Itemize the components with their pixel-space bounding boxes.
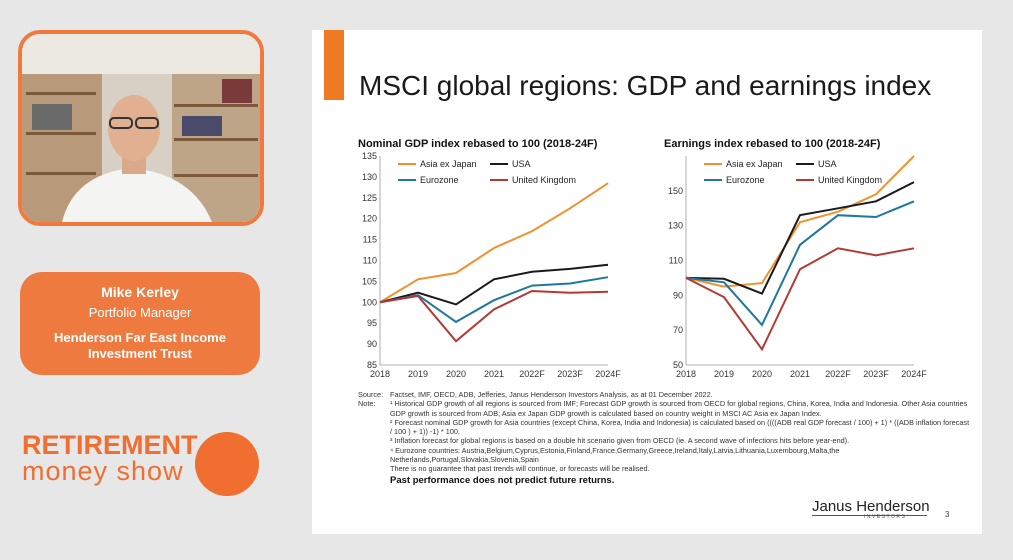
chart1-x-tick-label: 2021 — [790, 369, 810, 379]
chart0-x-tick-label: 2021 — [484, 369, 504, 379]
chart0-series-united-kingdom — [379, 289, 609, 343]
chart0-legend-label: Eurozone — [420, 175, 459, 185]
gdp-chart-plot: 85 90 95 100 105 110 115 120 125 130 135 2018 2019 20… — [362, 151, 621, 379]
chart1-x-tick-label: 2020 — [752, 369, 772, 379]
slide-title: MSCI global regions: GDP and earnings in… — [359, 70, 932, 101]
chart0-x-tick-label: 2023F — [557, 369, 583, 379]
brand-logo: Janus Henderson INVESTORS — [812, 498, 930, 520]
chart1-legend-label: United Kingdom — [818, 175, 882, 185]
brand-underline — [812, 515, 927, 516]
note-1: ¹ Historical GDP growth of all regions i… — [390, 399, 968, 418]
chart1-y-tick-label: 90 — [673, 290, 683, 300]
note-2: ² Forecast nominal GDP growth for Asia c… — [390, 417, 970, 437]
chart1-legend-label: Asia ex Japan — [726, 159, 783, 169]
chart0-y-tick-label: 115 — [363, 235, 377, 245]
chart0-x-tick-label: 2020 — [446, 369, 466, 379]
earnings-chart-title: Earnings index rebased to 100 (2018-24F) — [664, 138, 881, 150]
chart0-x-tick-label: 2024F — [595, 369, 621, 379]
chart0-x-tick-label: 2022F — [519, 369, 545, 379]
performance-disclaimer: Past performance does not predict future… — [390, 474, 615, 486]
logo-line-2: money show — [22, 456, 184, 486]
source-label: Source: — [358, 390, 384, 399]
note-3: ³ Inflation forecast for global regions … — [390, 436, 850, 446]
presenter-name: Mike Kerley — [101, 284, 179, 300]
chart0-legend-label: USA — [512, 159, 531, 169]
chart1-legend-label: Eurozone — [726, 175, 765, 185]
chart1-x-tick-label: 2022F — [825, 369, 851, 379]
chart1-x-tick-label: 2023F — [863, 369, 889, 379]
chart1-y-tick-label: 70 — [673, 325, 683, 335]
logo-line-1: RETIREMENT — [22, 430, 198, 460]
note-5: There is no guarantee that past trends w… — [390, 464, 650, 474]
chart1-y-tick-label: 150 — [668, 186, 683, 196]
brand-sub: INVESTORS — [864, 514, 907, 520]
slide: MSCI global regions: GDP and earnings in… — [312, 30, 982, 534]
page-number: 3 — [945, 510, 950, 519]
chart1-x-tick-label: 2019 — [714, 369, 734, 379]
chart0-series-eurozone — [379, 276, 609, 324]
earnings-chart-plot: 50 70 90 110 130 150 2018 2019 2020 2021 2022F 2023… — [668, 155, 927, 379]
chart0-y-tick-label: 135 — [362, 151, 377, 161]
chart0-y-tick-label: 110 — [363, 256, 377, 266]
chart1-series-asia-ex-japan — [685, 155, 915, 288]
chart0-y-tick-label: 125 — [362, 193, 377, 203]
chart0-legend-label: United Kingdom — [512, 175, 576, 185]
chart0-y-tick-label: 95 — [367, 318, 377, 328]
note-4: ⁴ Eurozone countries: Austria,Belgium,Cy… — [390, 445, 840, 465]
chart1-y-tick-label: 130 — [668, 221, 683, 231]
chart0-y-tick-label: 130 — [362, 172, 377, 182]
chart0-y-tick-label: 85 — [367, 360, 377, 370]
gdp-chart: Nominal GDP index rebased to 100 (2018-2… — [358, 138, 633, 388]
presenter-video — [18, 30, 264, 226]
chart1-series-eurozone — [685, 200, 915, 327]
chart0-series-usa — [379, 263, 609, 306]
presenter-name-card: Mike Kerley Portfolio Manager Henderson … — [20, 272, 260, 375]
chart0-y-tick-label: 100 — [362, 297, 377, 307]
chart1-series-united-kingdom — [685, 247, 915, 352]
chart0-y-tick-label: 105 — [362, 276, 377, 286]
brand-name: Janus Henderson — [812, 498, 930, 515]
earnings-chart: Earnings index rebased to 100 (2018-24F)… — [664, 138, 939, 388]
chart1-x-tick-label: 2024F — [901, 369, 927, 379]
chart1-x-tick-label: 2018 — [676, 369, 696, 379]
show-logo: RETIREMENT money show — [22, 428, 262, 508]
logo-circle — [195, 432, 259, 496]
presenter-organization: Henderson Far East Income Investment Tru… — [54, 330, 226, 361]
chart1-series-usa — [685, 181, 915, 295]
gdp-chart-title: Nominal GDP index rebased to 100 (2018-2… — [358, 138, 598, 150]
chart0-series-asia-ex-japan — [379, 182, 609, 304]
chart0-legend-label: Asia ex Japan — [420, 159, 477, 169]
chart0-y-tick-label: 120 — [362, 214, 377, 224]
chart1-y-tick-label: 50 — [673, 360, 683, 370]
chart1-legend-label: USA — [818, 159, 837, 169]
source-text: Factset, IMF, OECD, ADB, Jefferies, Janu… — [390, 390, 713, 399]
chart1-y-tick-label: 110 — [669, 256, 683, 266]
presenter-role: Portfolio Manager — [88, 305, 192, 320]
footnotes: Source: Factset, IMF, OECD, ADB, Jefferi… — [358, 390, 973, 485]
note-label: Note: — [358, 399, 376, 409]
chart0-y-tick-label: 90 — [367, 339, 377, 349]
chart0-x-tick-label: 2019 — [408, 369, 428, 379]
slide-accent-bar — [324, 30, 344, 100]
chart0-x-tick-label: 2018 — [370, 369, 390, 379]
